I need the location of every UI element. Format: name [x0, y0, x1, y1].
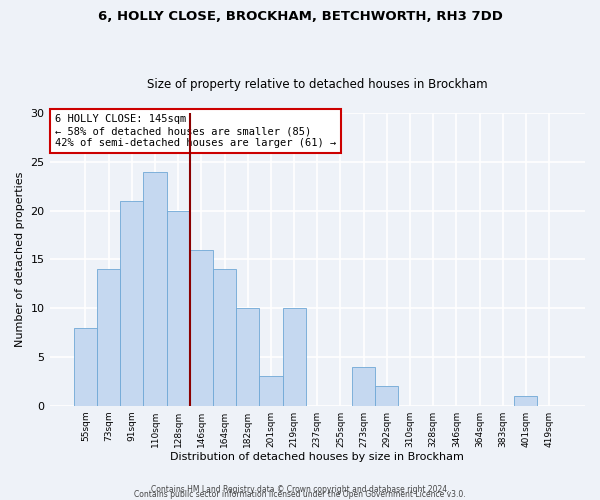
Bar [259, 376, 283, 406]
Bar [143, 172, 167, 406]
Bar [120, 201, 143, 406]
Bar [97, 269, 120, 406]
X-axis label: Distribution of detached houses by size in Brockham: Distribution of detached houses by size … [170, 452, 464, 462]
Bar [236, 308, 259, 406]
Text: Contains HM Land Registry data © Crown copyright and database right 2024.: Contains HM Land Registry data © Crown c… [151, 484, 449, 494]
Text: 6 HOLLY CLOSE: 145sqm
← 58% of detached houses are smaller (85)
42% of semi-deta: 6 HOLLY CLOSE: 145sqm ← 58% of detached … [55, 114, 336, 148]
Bar [167, 210, 190, 406]
Bar [352, 366, 375, 406]
Title: Size of property relative to detached houses in Brockham: Size of property relative to detached ho… [147, 78, 488, 91]
Bar [514, 396, 538, 406]
Bar [213, 269, 236, 406]
Bar [74, 328, 97, 406]
Y-axis label: Number of detached properties: Number of detached properties [15, 172, 25, 347]
Text: 6, HOLLY CLOSE, BROCKHAM, BETCHWORTH, RH3 7DD: 6, HOLLY CLOSE, BROCKHAM, BETCHWORTH, RH… [98, 10, 502, 23]
Bar [283, 308, 305, 406]
Bar [190, 250, 213, 406]
Text: Contains public sector information licensed under the Open Government Licence v3: Contains public sector information licen… [134, 490, 466, 499]
Bar [375, 386, 398, 406]
